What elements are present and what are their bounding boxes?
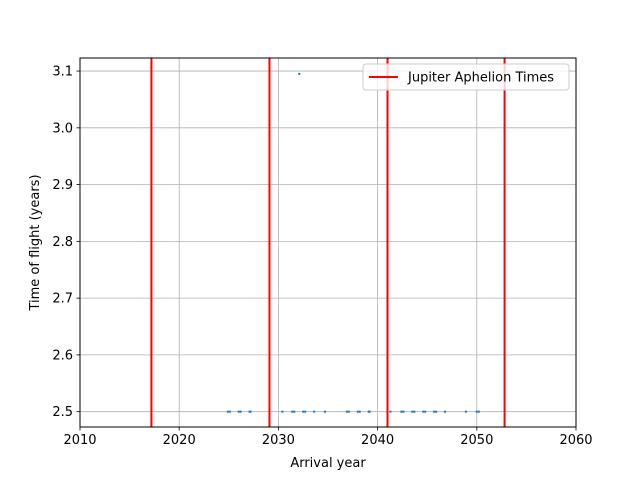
legend-box [362,63,570,91]
data-point [433,410,436,413]
aphelion-lines [150,58,506,427]
data-point [402,410,405,413]
y-tick-label: 2.6 [52,348,73,363]
data-point [226,410,229,413]
data-point [411,410,414,413]
x-axis: 2010 2020 2030 2040 2050 2060 [63,427,593,448]
x-tick-label: 2060 [559,433,592,448]
y-tick-label: 3.1 [52,65,73,80]
x-tick-label: 2010 [63,433,96,448]
legend-label: Jupiter Aphelion Times [407,71,554,86]
data-point [281,410,284,413]
data-point [356,410,359,413]
y-tick-label: 2.8 [52,235,73,250]
y-axis: 2.5 2.6 2.7 2.8 2.9 3.0 3.1 [52,65,80,420]
data-point [347,410,350,413]
data-point [249,410,252,413]
y-tick-label: 2.9 [52,178,73,193]
data-point [475,410,478,413]
grid [79,58,577,427]
x-tick-label: 2030 [262,433,295,448]
data-point [435,410,438,413]
x-axis-label: Arrival year [290,456,366,471]
data-point [444,410,447,413]
x-tick-label: 2020 [163,433,196,448]
data-point [477,410,480,413]
scatter-series [226,72,480,413]
data-point [237,410,240,413]
data-point [422,410,425,413]
y-tick-label: 2.7 [52,292,73,307]
data-point [298,72,301,75]
data-point [389,410,392,413]
data-point [239,410,242,413]
data-point [345,410,348,413]
data-point [358,410,361,413]
x-tick-label: 2050 [460,433,493,448]
data-point [464,410,467,413]
y-tick-label: 2.5 [52,405,73,420]
data-point [424,410,427,413]
y-axis-label: Time of flight (years) [28,174,43,311]
data-point [228,410,231,413]
data-point [413,410,416,413]
data-point [291,410,294,413]
data-point [293,410,296,413]
data-point [324,410,327,413]
data-point [400,410,403,413]
data-point [368,410,371,413]
legend: Jupiter Aphelion Times [362,63,570,91]
plot-area [80,58,576,427]
data-point [313,410,316,413]
plot-frame [79,57,577,428]
data-point [304,410,307,413]
data-point [302,410,305,413]
x-tick-label: 2040 [361,433,394,448]
y-tick-label: 3.0 [52,121,73,136]
